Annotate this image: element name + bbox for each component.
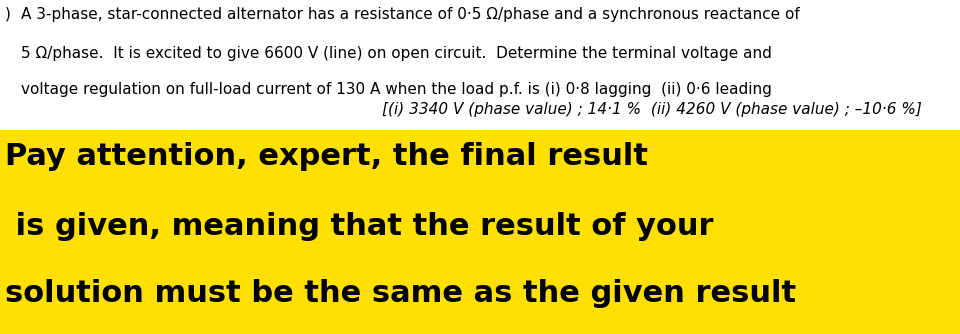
Bar (0, 0, 960, 130)
Bar (0, 130, 960, 334)
Text: voltage regulation on full-load current of 130 A when the load p.f. is (i) 0·8 l: voltage regulation on full-load current … (21, 82, 772, 97)
Text: is given, meaning that the result of your: is given, meaning that the result of you… (5, 212, 713, 241)
Text: ): ) (5, 7, 11, 21)
Text: 5 Ω/phase.  It is excited to give 6600 V (line) on open circuit.  Determine the : 5 Ω/phase. It is excited to give 6600 V … (21, 45, 772, 60)
Text: [(i) 3340 V (phase value) ; 14·1 %  (ii) 4260 V (phase value) ; –10·6 %]: [(i) 3340 V (phase value) ; 14·1 % (ii) … (382, 102, 922, 117)
Text: solution must be the same as the given result: solution must be the same as the given r… (5, 279, 796, 308)
Text: A 3-phase, star-connected alternator has a resistance of 0·5 Ω/phase and a synch: A 3-phase, star-connected alternator has… (21, 7, 800, 21)
Text: Pay attention, expert, the final result: Pay attention, expert, the final result (5, 143, 648, 171)
